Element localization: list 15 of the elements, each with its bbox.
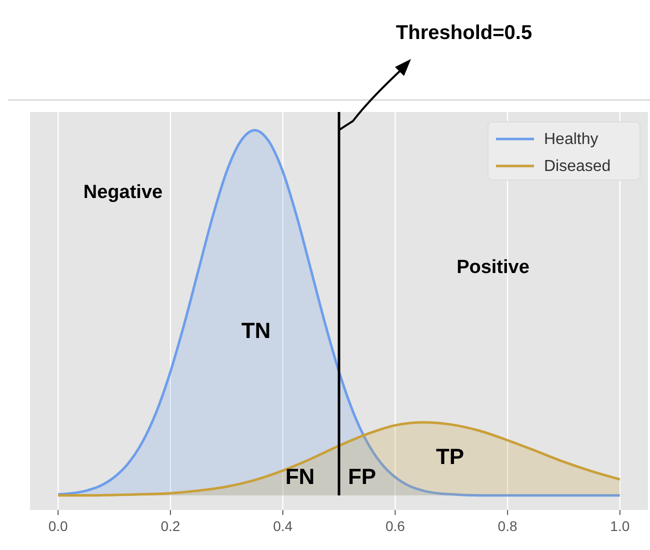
x-tick-label: 0.4 (273, 518, 293, 534)
annotation: TP (436, 444, 464, 469)
annotation: Negative (83, 182, 163, 204)
annotation: FP (348, 464, 376, 489)
x-tick-label: 0.6 (385, 518, 406, 534)
annotation: Positive (456, 257, 530, 278)
x-tick-label: 0.8 (498, 518, 518, 534)
x-tick-label: 1.0 (610, 518, 630, 534)
x-tick-label: 0.0 (48, 518, 68, 534)
ref-line-label: Threshold=0.5 (396, 22, 532, 44)
legend-label: Diseased (544, 158, 611, 175)
legend-label: Healthy (544, 131, 598, 148)
annotation: TN (241, 318, 271, 343)
x-tick-label: 0.2 (160, 518, 180, 534)
annotation: FN (285, 464, 315, 489)
